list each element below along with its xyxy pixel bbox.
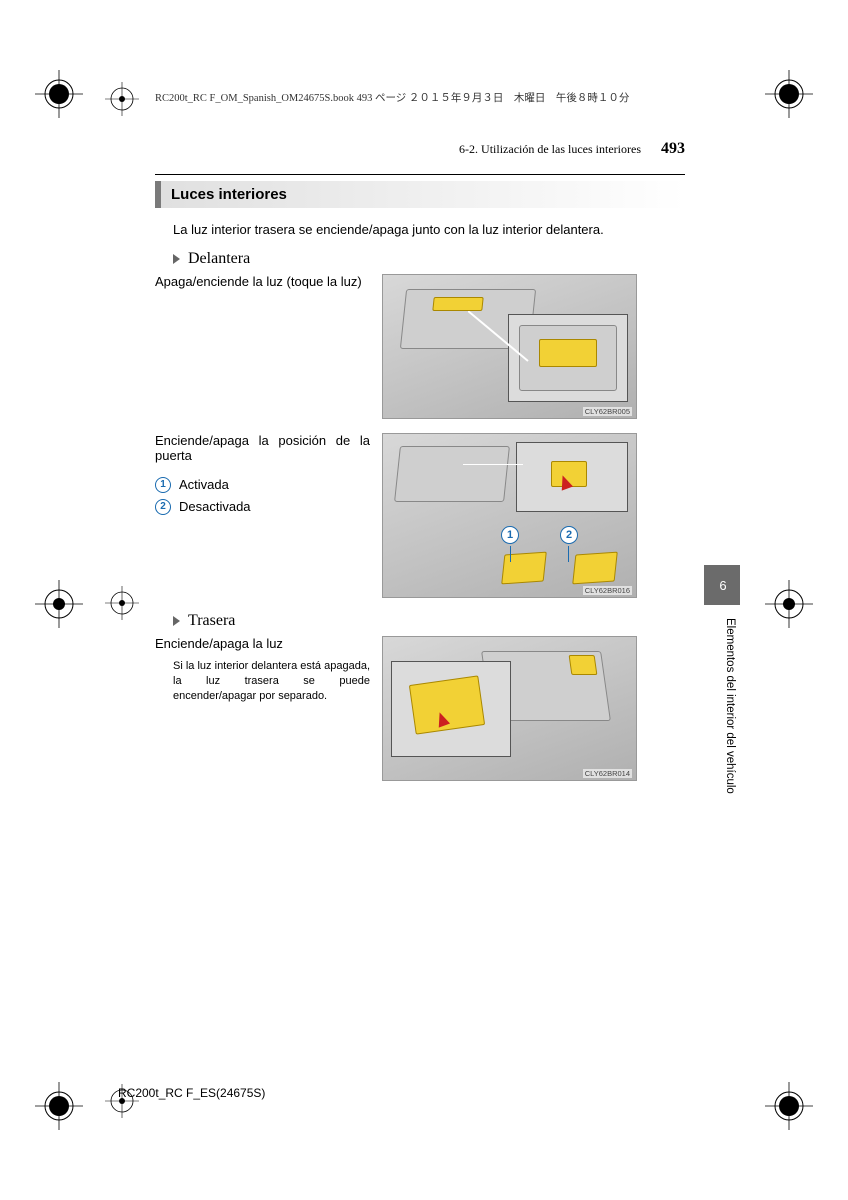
rear-note: Si la luz interior delantera está apagad… [173, 659, 370, 705]
chapter-tab: 6 [706, 565, 740, 605]
crop-mark-icon [35, 580, 83, 628]
crop-mark-icon [35, 1082, 83, 1130]
door-item-2: 2 Desactivada [155, 499, 370, 515]
door-item-1-label: Activada [179, 477, 229, 492]
crop-mark-icon [765, 580, 813, 628]
triangle-bullet-icon [173, 616, 180, 626]
door-item-1: 1 Activada [155, 477, 370, 493]
breadcrumb: 6-2. Utilización de las luces interiores [459, 142, 641, 157]
front-row: Apaga/enciende la luz (toque la luz) CLY… [155, 274, 685, 419]
footer-doc-code: RC200t_RC F_ES(24675S) [118, 1086, 265, 1100]
section-title: Luces interiores [155, 181, 685, 208]
crop-mark-icon [765, 1082, 813, 1130]
figure-rear-light: CLY62BR014 [382, 636, 637, 781]
pointer-line-icon [463, 464, 533, 520]
subheading-front: Delantera [173, 250, 685, 268]
figure-door-position: 1 2 CLY62BR016 [382, 433, 637, 598]
triangle-bullet-icon [173, 254, 180, 264]
rear-row: Enciende/apaga la luz Si la luz interior… [155, 636, 685, 781]
circled-1-icon: 1 [155, 477, 171, 493]
callout-2-icon: 2 [560, 526, 578, 544]
crop-mark-small-icon [105, 586, 139, 620]
page-number: 493 [661, 140, 685, 158]
door-row: Enciende/apaga la posición de la puerta … [155, 433, 685, 598]
door-caption: Enciende/apaga la posición de la puerta [155, 433, 370, 463]
subheading-front-label: Delantera [188, 250, 250, 268]
circled-2-icon: 2 [155, 499, 171, 515]
print-meta-line: RC200t_RC F_OM_Spanish_OM24675S.book 493… [155, 90, 629, 105]
rear-caption: Enciende/apaga la luz [155, 636, 370, 651]
subheading-rear-label: Trasera [188, 612, 235, 630]
crop-mark-icon [35, 70, 83, 118]
intro-text: La luz interior trasera se enciende/apag… [173, 220, 685, 240]
pointer-line-icon [510, 546, 511, 562]
figure-code: CLY62BR014 [583, 769, 632, 778]
figure-front-light: CLY62BR005 [382, 274, 637, 419]
pointer-line-icon [468, 311, 538, 371]
chapter-tab-number: 6 [719, 578, 726, 593]
figure-code: CLY62BR016 [583, 586, 632, 595]
front-caption: Apaga/enciende la luz (toque la luz) [155, 274, 370, 419]
callout-1-icon: 1 [501, 526, 519, 544]
subheading-rear: Trasera [173, 612, 685, 630]
figure-code: CLY62BR005 [583, 407, 632, 416]
crop-mark-icon [765, 70, 813, 118]
page-content: 6-2. Utilización de las luces interiores… [155, 140, 685, 795]
pointer-line-icon [568, 546, 569, 562]
chapter-title-vertical: Elementos del interior del vehículo [724, 618, 736, 878]
door-item-2-label: Desactivada [179, 499, 251, 514]
horizontal-rule [155, 174, 685, 175]
crop-mark-small-icon [105, 82, 139, 116]
